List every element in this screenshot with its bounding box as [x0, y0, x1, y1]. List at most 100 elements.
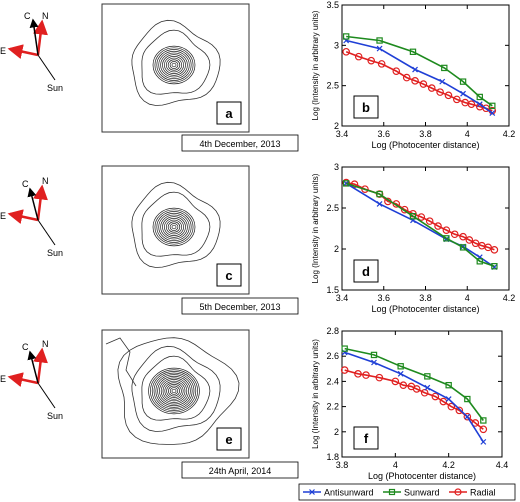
- data-point: [441, 64, 448, 72]
- data-point: [399, 381, 408, 389]
- data-point: [424, 384, 431, 391]
- data-point: [343, 180, 350, 187]
- data-point: [341, 345, 348, 352]
- x-tick-label: 3.6: [377, 293, 390, 303]
- date-box: [181, 461, 299, 479]
- y-tick-label: 2.5: [326, 81, 339, 91]
- e-label: E: [0, 46, 6, 56]
- data-point: [436, 88, 444, 96]
- east-arrow-icon: [7, 209, 39, 224]
- panel-label-right: d: [362, 264, 370, 279]
- data-point: [425, 217, 434, 225]
- panel-label-box: [353, 95, 379, 119]
- data-point: [424, 373, 431, 380]
- data-point: [464, 395, 471, 403]
- intensity-profile-chart: 3.4 3.6 3.8 4 4.2 2 2.5 3 3.5 Log (Photocenter di…: [311, 0, 515, 150]
- data-point: [467, 100, 476, 109]
- legend-entry: Sunward: [383, 488, 440, 498]
- comet-motion-arrow-icon: [29, 18, 39, 56]
- data-point: [342, 33, 350, 40]
- series-line: [345, 182, 495, 267]
- c-label: C: [22, 342, 29, 352]
- data-point: [342, 47, 350, 56]
- data-point: [397, 370, 404, 377]
- x-tick-label: 3.8: [419, 293, 432, 303]
- data-point: [409, 48, 417, 55]
- observation-date: 4th December, 2013: [199, 139, 280, 149]
- data-point: [455, 406, 464, 415]
- y-tick-label: 2: [334, 244, 339, 254]
- date-box: [181, 297, 299, 315]
- data-point: [340, 366, 349, 374]
- comet-motion-arrow-icon: [27, 350, 39, 384]
- panel-label-box: [353, 259, 379, 283]
- y-tick-label: 1.5: [326, 285, 339, 295]
- panel-label-left: e: [225, 432, 232, 447]
- legend-entry: Radial: [449, 488, 496, 498]
- sun-direction-line: [37, 382, 56, 409]
- data-point: [431, 392, 440, 401]
- panel-label-box: [216, 427, 242, 451]
- figure-row: C Sun N Ea 4th December, 2013: [0, 3, 299, 152]
- comet-motion-arrow-icon: [27, 187, 39, 221]
- e-label: E: [0, 374, 6, 384]
- n-label: N: [42, 176, 49, 186]
- data-point: [376, 45, 383, 52]
- x-tick-label: 3.4: [336, 293, 349, 303]
- data-point: [480, 438, 487, 445]
- sun-label: Sun: [47, 411, 63, 421]
- x-tick-label: 4.2: [503, 293, 516, 303]
- legend-label: Radial: [470, 488, 496, 498]
- x-axis-label: Log (Photocenter distance): [368, 471, 476, 481]
- north-arrow-icon: [33, 19, 48, 56]
- sun-direction-line: [37, 54, 56, 81]
- intensity-profile-chart: 3.4 3.6 3.8 4 4.2 1.5 2 2.5 3 Log (Photocenter di…: [311, 162, 515, 314]
- data-point: [411, 77, 419, 85]
- x-tick-label: 4.2: [442, 460, 455, 470]
- y-tick-label: 2.4: [326, 376, 339, 386]
- data-point: [412, 385, 421, 393]
- data-point: [362, 371, 370, 379]
- legend-marker: [309, 489, 315, 495]
- data-point: [417, 213, 426, 221]
- data-point: [476, 101, 483, 108]
- data-point: [465, 236, 474, 244]
- data-point: [479, 425, 488, 434]
- x-tick-label: 3.6: [377, 129, 390, 139]
- c-label: C: [24, 11, 31, 21]
- north-arrow-icon: [33, 184, 48, 221]
- data-point: [463, 412, 472, 421]
- figure-row: C Sun N Ec 5th December, 2013: [0, 165, 299, 315]
- data-point: [491, 263, 498, 270]
- y-tick-label: 2.2: [326, 402, 339, 412]
- data-point: [392, 67, 401, 75]
- east-arrow-icon: [7, 372, 39, 387]
- legend-label: Antisunward: [324, 488, 374, 498]
- data-point: [409, 213, 417, 220]
- data-point: [376, 190, 383, 198]
- x-tick-label: 3.8: [419, 129, 432, 139]
- data-point: [367, 56, 376, 65]
- data-point: [476, 258, 483, 265]
- legend: Antisunward Sunward Radial: [298, 483, 516, 501]
- x-tick-label: 4.2: [503, 129, 516, 139]
- data-point: [489, 110, 496, 117]
- panel-label-box: [216, 101, 242, 125]
- data-point: [402, 73, 411, 82]
- y-axis-label: Log (Intensity in arbitrary units): [311, 173, 320, 283]
- data-point: [397, 363, 404, 370]
- y-tick-label: 3.5: [326, 0, 339, 10]
- data-point: [376, 37, 383, 44]
- isophote-contours: [105, 337, 240, 445]
- x-tick-label: 4: [465, 293, 470, 303]
- data-point: [450, 230, 459, 239]
- data-point: [419, 80, 428, 88]
- data-point: [427, 84, 436, 92]
- sun-direction-line: [37, 219, 56, 246]
- data-point: [439, 78, 446, 85]
- data-point: [459, 232, 467, 241]
- legend-marker: [454, 488, 462, 496]
- isophote-contours: [131, 181, 221, 268]
- date-box: [181, 134, 299, 152]
